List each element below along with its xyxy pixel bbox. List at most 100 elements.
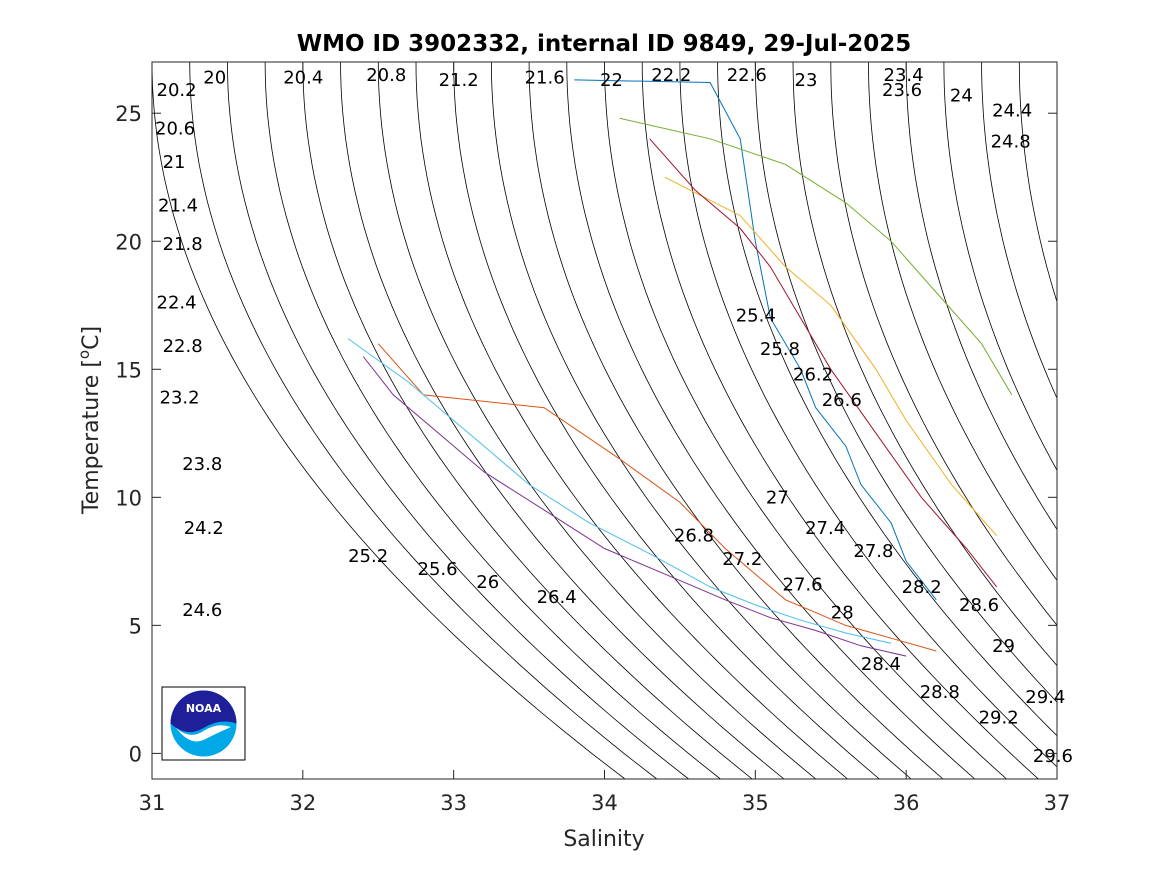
density-contour	[377, 62, 817, 779]
x-axis: 31 32 33 34 35 36 37	[139, 62, 1071, 815]
contour-label: 28.6	[959, 595, 999, 616]
contour-label: 24.4	[992, 101, 1032, 122]
y-axis: 0 5 10 15 20 25	[115, 102, 1057, 766]
contour-label: 27.4	[805, 518, 845, 539]
contour-label: 26.2	[793, 364, 833, 385]
density-contour	[981, 62, 1057, 400]
contour-label: 28.2	[902, 577, 942, 598]
contour-label: 22.4	[157, 293, 197, 314]
contour-label: 21.6	[525, 67, 565, 88]
y-axis-label: Temperature [oC]	[75, 326, 104, 515]
y-axis-label-tail: C]	[79, 326, 104, 350]
x-tick-label: 31	[139, 791, 166, 815]
contour-label: 21.4	[158, 195, 198, 216]
contour-label: 28.8	[920, 682, 960, 703]
density-contour	[905, 62, 1057, 531]
contour-label: 22	[600, 70, 623, 91]
contour-label: 29.2	[979, 708, 1019, 729]
contour-label: 20	[203, 67, 226, 88]
chart-title: WMO ID 3902332, internal ID 9849, 29-Jul…	[297, 31, 912, 57]
contour-label: 26.6	[822, 390, 862, 411]
contour-label: 27	[766, 487, 789, 508]
axes-background	[152, 62, 1057, 779]
density-contour	[604, 62, 1007, 779]
contour-label: 26.8	[674, 526, 714, 547]
profile-line	[362, 356, 907, 657]
contour-label: 26.4	[537, 587, 577, 608]
profile-line	[574, 79, 937, 601]
contour-label: 21.8	[163, 234, 203, 255]
density-contour	[641, 62, 1039, 779]
contour-label: 23.8	[182, 454, 222, 475]
contour-label: 25.6	[418, 559, 458, 580]
contour-label: 24.6	[182, 600, 222, 621]
contour-label: 24.2	[184, 518, 224, 539]
density-contour	[453, 62, 880, 779]
contour-label: 27.2	[722, 549, 762, 570]
contour-label: 23	[795, 70, 818, 91]
y-tick-label: 0	[129, 742, 142, 766]
x-tick-label: 32	[289, 791, 316, 815]
density-contour	[868, 62, 1057, 581]
svg-text:Temperature [oC]: Temperature [oC]	[75, 326, 104, 515]
profile-line	[347, 338, 892, 644]
density-contour	[792, 62, 1057, 667]
x-tick-label: 36	[893, 791, 920, 815]
contour-label: 25.4	[736, 306, 776, 327]
x-axis-label: Salinity	[563, 827, 644, 852]
noaa-logo: NOAA	[161, 686, 246, 761]
profile-line	[664, 176, 998, 537]
contour-label: 27.6	[783, 574, 823, 595]
density-contour	[189, 62, 658, 779]
profile-lines	[347, 79, 1013, 657]
plot-area: 20 20.4 20.8 21.2 21.6 22 22.2 22.6 23 23.423.6 24…	[115, 61, 1073, 815]
x-tick-label: 33	[440, 791, 467, 815]
density-contour	[264, 62, 721, 779]
y-tick-label: 25	[115, 102, 142, 126]
contour-label: 25.8	[760, 339, 800, 360]
contour-label: 22.8	[163, 336, 203, 357]
y-axis-label-text: Temperature [	[79, 359, 104, 515]
y-tick-label: 15	[115, 358, 142, 382]
logo-upper	[170, 690, 237, 733]
contour-label: 20.8	[366, 65, 406, 86]
contour-label: 21	[163, 152, 186, 173]
density-contour	[943, 62, 1057, 472]
contour-label: 22.6	[727, 65, 767, 86]
density-contour	[152, 62, 626, 779]
density-contour	[340, 62, 785, 779]
density-contours	[152, 62, 1057, 779]
contour-label: 24.8	[991, 131, 1031, 152]
density-contour	[1018, 62, 1057, 304]
profile-line	[377, 343, 937, 652]
contour-label: 20.2	[157, 80, 197, 101]
density-contour	[754, 62, 1057, 703]
density-contour	[415, 62, 848, 779]
density-contour	[491, 62, 912, 779]
contour-label: 26	[476, 572, 499, 593]
contour-label: 29.6	[1033, 746, 1073, 767]
x-tick-label: 34	[591, 791, 618, 815]
contour-label: 27.8	[853, 541, 893, 562]
contour-label: 25.2	[348, 546, 388, 567]
logo-seagull	[176, 725, 231, 742]
density-contour	[830, 62, 1057, 626]
contour-label: 22.2	[651, 65, 691, 86]
contour-label: 23.2	[160, 388, 200, 409]
x-tick-label: 35	[742, 791, 769, 815]
x-tick-label: 37	[1044, 791, 1071, 815]
logo-text: NOAA	[186, 702, 222, 715]
contour-label: 20.4	[283, 67, 323, 88]
density-contour	[566, 62, 976, 779]
density-contour-labels: 20 20.4 20.8 21.2 21.6 22 22.2 22.6 23 23.423.6 24…	[155, 65, 1073, 767]
density-contour	[679, 62, 1057, 768]
y-tick-label: 10	[115, 486, 142, 510]
contour-label: 29	[992, 636, 1015, 657]
profile-line	[649, 138, 998, 588]
contour-label: 28	[831, 603, 854, 624]
contour-label: 23.4	[884, 65, 924, 86]
contour-label: 20.6	[155, 119, 195, 140]
profile-line	[619, 117, 1013, 396]
density-contour	[302, 62, 753, 779]
